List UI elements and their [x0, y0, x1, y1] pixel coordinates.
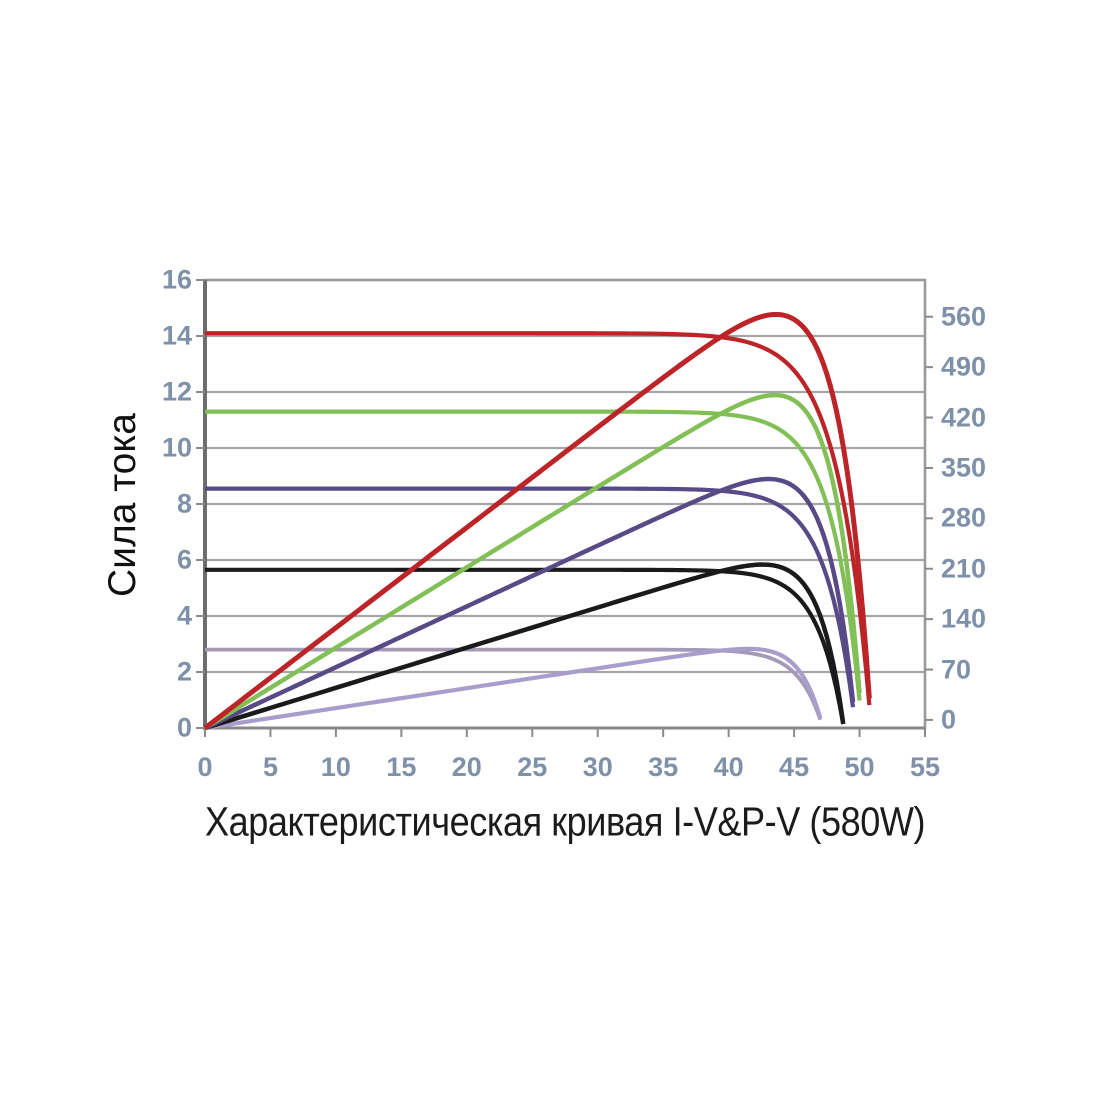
- x-axis-ticklabel: 25: [517, 752, 548, 782]
- pv-curve-bd2428: [203, 311, 872, 730]
- left-axis-ticklabel: 10: [161, 432, 192, 463]
- x-axis-ticklabel: 45: [779, 752, 810, 782]
- iv-curve-82bf56: [205, 409, 862, 701]
- x-axis-ticklabel: 5: [262, 752, 278, 782]
- pv-curve-a99ecb: [204, 646, 823, 731]
- iv-curve-1a1a1a: [205, 567, 846, 725]
- x-axis-ticklabel: 40: [713, 752, 744, 782]
- right-axis-ticklabel: 140: [941, 603, 987, 634]
- pv-curve-574a87: [204, 476, 856, 731]
- iv-curve-bd2428: [205, 331, 872, 706]
- x-axis-ticklabel: 10: [320, 752, 351, 782]
- y-axis-title: Сила тока: [101, 413, 144, 597]
- right-axis-ticklabel: 350: [941, 452, 987, 483]
- x-axis-ticklabel: 0: [197, 752, 213, 782]
- left-axis-ticklabel: 0: [176, 712, 192, 743]
- left-axis-ticklabel: 16: [161, 264, 192, 295]
- x-axis-ticklabel: 55: [909, 752, 941, 782]
- x-axis-ticklabel: 30: [582, 752, 613, 782]
- left-axis-ticklabel: 8: [176, 488, 192, 519]
- left-axis-ticklabel: 4: [176, 600, 192, 631]
- x-axis-ticklabel: 50: [844, 752, 875, 782]
- iv-curve-574a87: [205, 486, 856, 708]
- left-axis-ticklabel: 12: [161, 376, 192, 407]
- right-axis-ticklabel: 0: [941, 704, 957, 735]
- x-axis-ticklabel: 20: [451, 752, 482, 782]
- pv-curve-1a1a1a: [204, 562, 846, 731]
- right-axis-ticklabel: 70: [941, 654, 972, 685]
- right-axis-ticklabel: 210: [941, 553, 987, 584]
- x-axis-ticklabel: 15: [386, 752, 417, 782]
- right-axis-ticklabel: 280: [941, 502, 987, 533]
- x-axis-ticklabel: 35: [648, 752, 679, 782]
- pv-curve-82bf56: [203, 392, 862, 730]
- left-axis-ticklabel: 2: [176, 656, 192, 687]
- chart-title: Характеристическая кривая I-V&P-V (580W): [204, 798, 926, 845]
- left-axis-ticklabel: 14: [161, 320, 192, 351]
- right-axis-ticklabel: 420: [941, 402, 987, 433]
- left-axis-ticklabel: 6: [176, 544, 192, 575]
- right-axis-ticklabel: 490: [941, 351, 987, 382]
- right-axis-ticklabel: 560: [941, 301, 987, 332]
